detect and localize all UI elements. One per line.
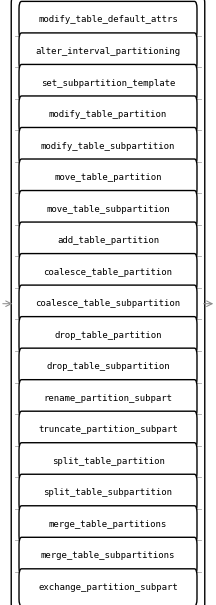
Text: drop_table_subpartition: drop_table_subpartition: [46, 362, 170, 371]
Text: exchange_partition_subpart: exchange_partition_subpart: [38, 583, 178, 592]
Text: truncate_partition_subpart: truncate_partition_subpart: [38, 425, 178, 434]
Text: rename_partition_subpart: rename_partition_subpart: [43, 394, 173, 403]
Text: set_subpartition_template: set_subpartition_template: [41, 79, 175, 88]
Text: move_table_partition: move_table_partition: [54, 173, 162, 182]
Text: add_table_partition: add_table_partition: [57, 236, 159, 245]
FancyBboxPatch shape: [19, 537, 197, 575]
FancyBboxPatch shape: [19, 1, 197, 39]
FancyBboxPatch shape: [19, 128, 197, 165]
FancyBboxPatch shape: [19, 348, 197, 385]
Text: merge_table_partitions: merge_table_partitions: [49, 520, 167, 529]
FancyBboxPatch shape: [19, 65, 197, 102]
FancyBboxPatch shape: [19, 222, 197, 260]
Text: modify_table_default_attrs: modify_table_default_attrs: [38, 16, 178, 24]
Text: alter_interval_partitioning: alter_interval_partitioning: [35, 47, 181, 56]
Text: split_table_partition: split_table_partition: [52, 457, 164, 466]
Text: modify_table_subpartition: modify_table_subpartition: [41, 142, 175, 151]
FancyBboxPatch shape: [19, 411, 197, 448]
FancyBboxPatch shape: [19, 316, 197, 354]
Text: merge_table_subpartitions: merge_table_subpartitions: [41, 551, 175, 560]
FancyBboxPatch shape: [19, 380, 197, 417]
FancyBboxPatch shape: [11, 0, 205, 605]
FancyBboxPatch shape: [19, 285, 197, 322]
Text: modify_table_partition: modify_table_partition: [49, 110, 167, 119]
Text: drop_table_partition: drop_table_partition: [54, 331, 162, 340]
FancyBboxPatch shape: [19, 443, 197, 480]
FancyBboxPatch shape: [19, 159, 197, 196]
Text: move_table_subpartition: move_table_subpartition: [46, 204, 170, 214]
FancyBboxPatch shape: [19, 569, 197, 605]
FancyBboxPatch shape: [19, 474, 197, 511]
Text: coalesce_table_subpartition: coalesce_table_subpartition: [35, 299, 181, 308]
FancyBboxPatch shape: [19, 33, 197, 70]
FancyBboxPatch shape: [19, 253, 197, 291]
Text: coalesce_table_partition: coalesce_table_partition: [43, 267, 173, 276]
FancyBboxPatch shape: [19, 191, 197, 227]
FancyBboxPatch shape: [19, 506, 197, 543]
FancyBboxPatch shape: [19, 96, 197, 133]
Text: split_table_subpartition: split_table_subpartition: [43, 488, 173, 497]
